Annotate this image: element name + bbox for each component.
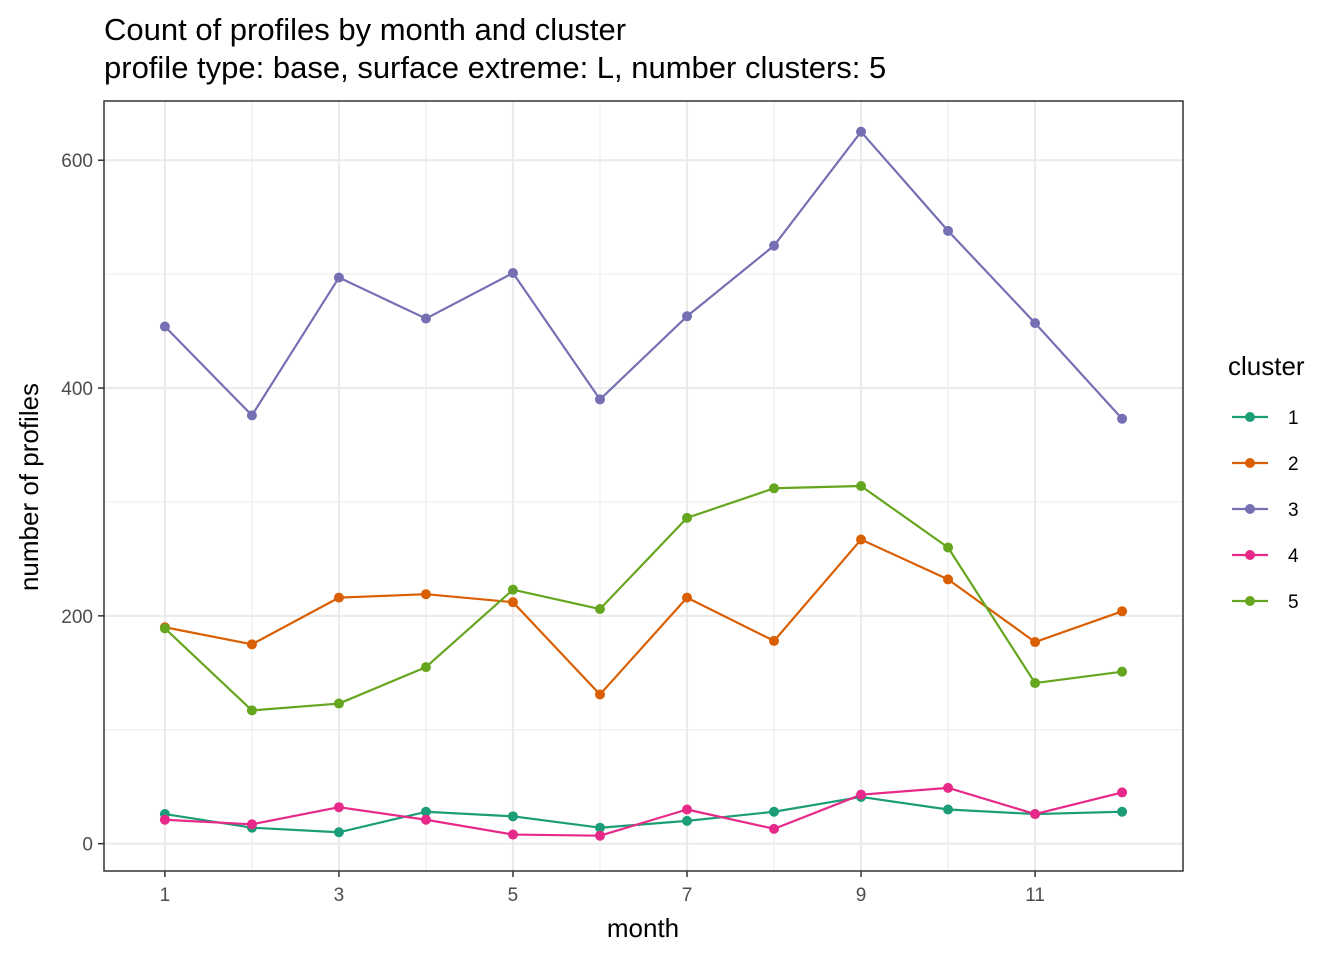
data-point-cluster-1 xyxy=(420,806,431,817)
chart-title: Count of profiles by month and cluster xyxy=(104,12,626,47)
data-point-cluster-2 xyxy=(856,534,867,545)
data-point-cluster-1 xyxy=(682,815,693,826)
data-point-cluster-1 xyxy=(769,806,780,817)
data-point-cluster-4 xyxy=(769,823,780,834)
y-tick-label: 200 xyxy=(61,607,93,628)
data-point-cluster-2 xyxy=(594,689,605,700)
data-point-cluster-5 xyxy=(159,623,170,634)
series-line-5 xyxy=(164,484,1123,712)
data-point-cluster-1 xyxy=(507,811,518,822)
legend: cluster 1 2 3 4 5 xyxy=(1228,351,1305,613)
x-tick-label: 9 xyxy=(856,885,867,906)
series-line-1 xyxy=(164,795,1123,834)
data-point-cluster-3 xyxy=(333,272,344,283)
data-point-cluster-4 xyxy=(159,814,170,825)
data-point-cluster-1 xyxy=(1117,806,1128,817)
data-point-cluster-5 xyxy=(594,604,605,615)
legend-key-point xyxy=(1245,504,1255,514)
data-point-cluster-2 xyxy=(1030,637,1041,648)
data-point-cluster-3 xyxy=(1117,413,1128,424)
data-point-cluster-3 xyxy=(594,394,605,405)
y-axis-title: number of profiles xyxy=(14,383,44,591)
data-point-cluster-5 xyxy=(246,705,257,716)
data-point-cluster-3 xyxy=(856,126,867,137)
data-point-cluster-3 xyxy=(682,311,693,322)
x-tick-label: 11 xyxy=(1025,885,1045,906)
legend-title: cluster xyxy=(1228,351,1305,381)
data-point-cluster-5 xyxy=(682,512,693,523)
data-point-cluster-5 xyxy=(333,698,344,709)
data-point-cluster-5 xyxy=(769,483,780,494)
data-point-cluster-5 xyxy=(1117,666,1128,677)
data-point-cluster-1 xyxy=(943,804,954,815)
chart-subtitle: profile type: base, surface extreme: L, … xyxy=(104,50,886,85)
data-point-cluster-2 xyxy=(420,589,431,600)
data-point-cluster-2 xyxy=(1117,606,1128,617)
legend-key-point xyxy=(1245,458,1255,468)
data-point-cluster-5 xyxy=(943,542,954,553)
legend-label: 2 xyxy=(1288,454,1299,475)
data-point-cluster-2 xyxy=(246,639,257,650)
data-point-cluster-2 xyxy=(333,592,344,603)
data-point-cluster-4 xyxy=(682,804,693,815)
data-point-cluster-4 xyxy=(420,814,431,825)
data-point-cluster-1 xyxy=(594,822,605,833)
data-point-cluster-4 xyxy=(943,782,954,793)
data-point-cluster-4 xyxy=(1117,787,1128,798)
x-tick-label: 7 xyxy=(682,885,693,906)
data-point-cluster-4 xyxy=(333,802,344,813)
data-point-cluster-2 xyxy=(507,597,518,608)
data-point-cluster-3 xyxy=(1030,318,1041,329)
series-line-2 xyxy=(164,538,1123,696)
data-point-cluster-2 xyxy=(682,592,693,603)
data-point-cluster-3 xyxy=(159,321,170,332)
x-axis-title: month xyxy=(607,913,679,943)
legend-label: 3 xyxy=(1288,500,1299,521)
data-point-cluster-3 xyxy=(943,225,954,236)
series-line-4 xyxy=(164,786,1123,837)
data-point-cluster-2 xyxy=(943,574,954,585)
data-point-cluster-3 xyxy=(420,313,431,324)
data-point-cluster-5 xyxy=(856,481,867,491)
legend-label: 4 xyxy=(1288,546,1299,567)
x-tick-label: 5 xyxy=(508,885,519,906)
y-tick-label: 400 xyxy=(61,379,93,400)
series-line-3 xyxy=(164,130,1123,420)
data-point-cluster-1 xyxy=(333,827,344,838)
x-tick-label: 3 xyxy=(334,885,345,906)
legend-label: 5 xyxy=(1288,592,1299,613)
data-point-cluster-4 xyxy=(594,830,605,841)
x-tick-label: 1 xyxy=(160,885,171,906)
data-point-cluster-4 xyxy=(1030,809,1041,820)
data-point-cluster-5 xyxy=(420,662,431,673)
data-point-cluster-3 xyxy=(246,410,257,421)
data-point-cluster-3 xyxy=(769,240,780,251)
y-tick-label: 600 xyxy=(61,151,93,172)
data-point-cluster-5 xyxy=(507,584,518,595)
data-point-cluster-4 xyxy=(856,789,867,800)
data-point-cluster-4 xyxy=(246,819,257,830)
legend-key-point xyxy=(1245,412,1255,422)
y-tick-label: 0 xyxy=(82,835,93,856)
data-point-cluster-2 xyxy=(769,635,780,646)
data-point-cluster-5 xyxy=(1030,678,1041,689)
legend-label: 1 xyxy=(1288,408,1299,429)
plot-panel xyxy=(103,100,1184,872)
data-point-cluster-3 xyxy=(507,267,518,278)
data-point-cluster-4 xyxy=(507,829,518,840)
legend-key-point xyxy=(1245,596,1255,606)
plot-border xyxy=(103,100,1184,872)
legend-key-point xyxy=(1245,550,1255,560)
